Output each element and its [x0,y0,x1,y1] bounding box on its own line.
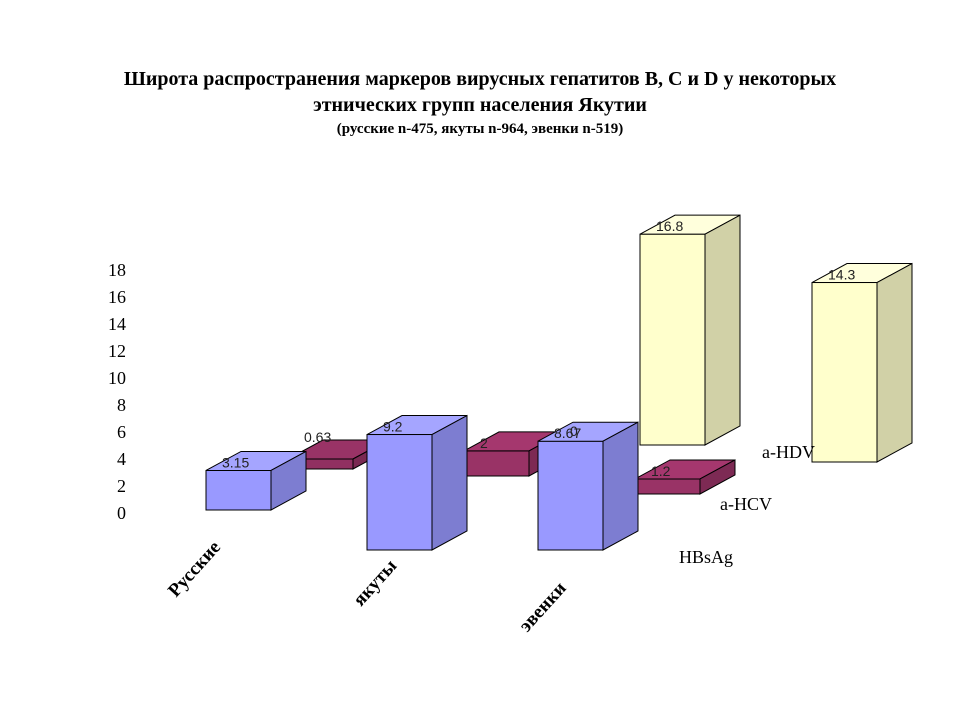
y-tick-label: 4 [117,449,126,469]
data-label-a-HCV-1: 2 [480,435,488,451]
data-label-a-HCV-2: 1.2 [651,463,671,479]
chart-subtitle: (русские n-475, якуты n-964, эвенки n-51… [336,121,624,137]
chart-title-line2: этнических групп населения Якутии [313,94,647,116]
bar-front-face [634,478,701,495]
bars-group [205,214,913,551]
bar-a-HCV-2 [634,459,736,495]
bar-side-face [699,459,736,495]
bar-side-face [270,450,307,511]
category-label: Русские [164,537,225,601]
bar-HBsAg-0 [205,450,307,511]
y-tick-label: 6 [117,422,126,442]
category-label: эвенки [515,578,571,636]
bar-front-face [639,233,706,446]
y-tick-label: 2 [117,476,126,496]
series-labels-group: HBsAg a-HCV a-HDV [679,442,815,567]
data-label-HBsAg-0: 3.15 [222,454,249,470]
bar-HBsAg-2 [537,421,639,551]
y-tick-label: 14 [108,314,126,334]
chart-title-line1: Широта распространения маркеров вирусных… [123,68,837,90]
y-tick-label: 10 [108,368,126,388]
y-tick-label: 8 [117,395,126,415]
y-tick-label: 16 [108,287,126,307]
series-label: HBsAg [679,547,733,567]
bar-a-HDV-1 [639,214,741,446]
bar-front-face [463,450,530,477]
chart-title-block: Широта распространения маркеров вирусных… [0,66,960,140]
data-label-HBsAg-1: 9.2 [383,419,403,435]
bar-front-face [811,282,878,463]
bar-front-face [537,440,604,551]
bar-side-face [431,414,468,551]
y-tick-label: 18 [108,260,126,280]
bar-front-face [205,469,272,511]
bar-a-HDV-2 [811,262,913,463]
data-label-a-HDV-2: 14.3 [828,267,855,283]
data-label-HBsAg-2: 8.67 [554,425,581,441]
bar-front-face [366,434,433,551]
y-tick-label: 0 [117,503,126,523]
bar-side-face [876,262,913,463]
bar-side-face [704,214,741,446]
data-labels-group: 0 16.8 14.3 0.63 2 1.2 3.15 9.2 8.67 [222,218,855,479]
bar-HBsAg-1 [366,414,468,551]
series-label: a-HCV [720,494,772,514]
bar-side-face [602,421,639,551]
category-labels-group: Русские якуты эвенки [164,537,571,636]
y-axis-ticks: 18 16 14 12 10 8 6 4 2 0 [108,260,126,523]
data-label-a-HDV-1: 16.8 [656,218,683,234]
y-tick-label: 12 [108,341,126,361]
data-label-a-HDV-0: 0 [570,423,578,439]
data-label-a-HCV-0: 0.63 [304,429,331,445]
category-label: якуты [349,556,401,611]
series-label: a-HDV [762,442,815,462]
